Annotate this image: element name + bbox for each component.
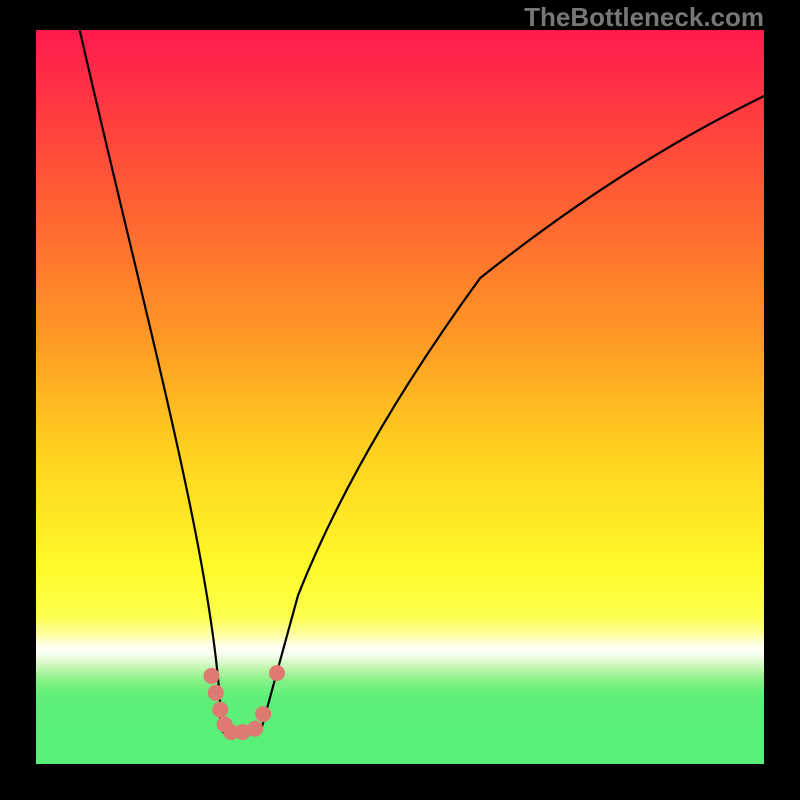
plot-svg	[36, 30, 764, 764]
data-marker	[255, 706, 271, 722]
bottleneck-curve	[80, 30, 764, 733]
watermark-text: TheBottleneck.com	[524, 2, 764, 33]
data-marker	[208, 685, 224, 701]
data-marker	[212, 702, 228, 718]
data-marker	[247, 721, 263, 737]
data-marker	[269, 665, 285, 681]
chart-frame: TheBottleneck.com	[0, 0, 800, 800]
plot-area	[36, 30, 764, 764]
data-marker	[203, 668, 219, 684]
data-markers	[203, 665, 285, 740]
